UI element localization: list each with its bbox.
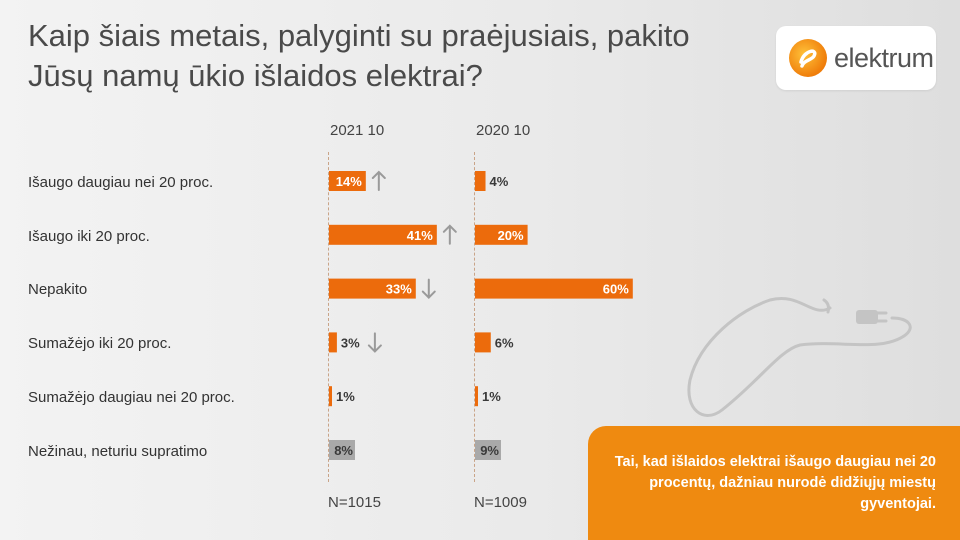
bar <box>475 278 633 299</box>
data-label: 33% <box>386 282 412 297</box>
category-label: Sumažėjo iki 20 proc. <box>28 335 172 352</box>
category-label: Nepakito <box>28 281 88 298</box>
data-label: 3% <box>341 335 360 350</box>
axis-line-2021 <box>328 152 329 482</box>
category-label: Sumažėjo daugiau nei 20 proc. <box>28 389 235 406</box>
bar <box>329 224 437 245</box>
data-label: 4% <box>490 174 509 189</box>
category-label: Išaugo iki 20 proc. <box>28 228 150 245</box>
elektrum-logo-text: elektrum <box>834 43 934 73</box>
data-label: 14% <box>336 174 362 189</box>
series-header-2021: 2021 10 <box>330 122 385 139</box>
bar <box>475 332 491 353</box>
data-label: 6% <box>495 335 514 350</box>
bar <box>475 386 478 407</box>
arrow-up-icon <box>371 170 386 191</box>
arrow-down-icon <box>421 278 436 300</box>
bar <box>329 386 332 407</box>
axis-line-2020 <box>474 152 475 482</box>
chart-title: Kaip šiais metais, palyginti su praėjusi… <box>28 18 690 93</box>
data-label: 20% <box>498 228 524 243</box>
arrow-down-icon <box>367 332 382 353</box>
data-label: 60% <box>603 282 629 297</box>
bar <box>329 332 337 353</box>
bar <box>329 278 416 299</box>
bar <box>329 171 366 191</box>
sample-size-2020: N=1009 <box>474 494 527 511</box>
data-label: 41% <box>407 228 433 243</box>
elektrum-logo-icon <box>789 39 827 77</box>
bar <box>475 440 501 460</box>
elektrum-logo: elektrum <box>776 26 936 90</box>
data-label: 1% <box>336 389 355 404</box>
bar <box>475 224 528 245</box>
data-label: 1% <box>482 389 501 404</box>
sample-size-2021: N=1015 <box>328 494 381 511</box>
callout-text: Tai, kad išlaidos elektrai išaugo daugia… <box>614 454 936 512</box>
arrow-up-icon <box>442 224 457 245</box>
bar <box>475 171 486 191</box>
series-header-2020: 2020 10 <box>476 122 531 139</box>
data-label: 9% <box>480 443 499 458</box>
callout-box: Tai, kad išlaidos elektrai išaugo daugia… <box>588 426 960 540</box>
data-label: 8% <box>334 443 353 458</box>
bar <box>329 440 355 460</box>
category-label: Nežinau, neturiu supratimo <box>28 443 208 460</box>
category-label: Išaugo daugiau nei 20 proc. <box>28 174 214 191</box>
power-cord-decoration <box>687 296 912 417</box>
